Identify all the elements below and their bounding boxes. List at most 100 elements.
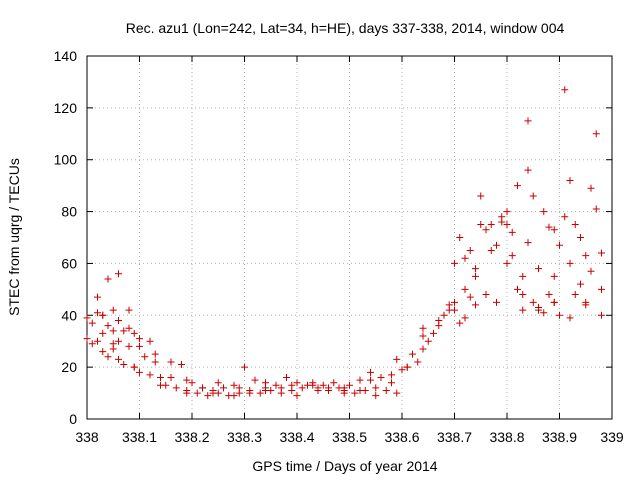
data-point	[503, 221, 511, 229]
data-point	[120, 361, 128, 369]
data-point	[419, 345, 427, 353]
data-point	[183, 376, 191, 384]
data-point	[204, 392, 212, 400]
y-tick-label: 80	[61, 204, 77, 220]
data-point	[414, 358, 422, 366]
data-point	[493, 298, 500, 306]
data-point	[172, 384, 180, 392]
data-point	[508, 228, 516, 236]
data-point	[340, 384, 348, 392]
data-point	[125, 342, 133, 350]
data-point	[325, 384, 332, 392]
data-point	[83, 335, 91, 343]
data-point	[298, 384, 306, 392]
data-point	[519, 306, 527, 314]
data-point	[461, 314, 469, 322]
data-point	[519, 291, 527, 299]
data-point	[598, 311, 605, 319]
data-point	[529, 192, 537, 200]
data-point	[99, 348, 107, 356]
data-point	[472, 272, 479, 280]
data-point	[582, 301, 590, 309]
data-point	[430, 329, 437, 337]
data-point	[193, 389, 201, 397]
data-point	[167, 358, 175, 366]
data-point	[293, 392, 301, 400]
data-point	[398, 366, 406, 374]
data-point	[451, 306, 458, 314]
data-point	[508, 252, 516, 260]
data-point	[309, 381, 317, 389]
y-tick-label: 140	[54, 48, 78, 64]
data-point	[514, 285, 521, 293]
data-point	[230, 392, 238, 400]
x-tick-label: 338.3	[227, 429, 262, 445]
data-point	[230, 381, 238, 389]
data-point	[209, 389, 217, 397]
data-point	[330, 379, 338, 387]
data-point	[104, 275, 112, 283]
x-tick-label: 338	[75, 429, 99, 445]
data-point	[550, 272, 558, 280]
data-point	[393, 355, 401, 363]
data-point	[493, 241, 500, 249]
data-point	[403, 363, 411, 371]
data-point	[256, 389, 264, 397]
data-point	[487, 221, 495, 229]
data-point	[356, 386, 364, 394]
data-point	[524, 239, 532, 247]
data-point	[550, 298, 558, 306]
data-point	[214, 379, 222, 387]
data-point	[571, 221, 579, 229]
data-point	[151, 358, 159, 366]
data-point	[125, 324, 133, 332]
axis-ticks: 338 338.1 338.2 338.3 338.4 338.5 338.6 338.7 33…	[54, 48, 624, 445]
data-point	[571, 291, 579, 299]
data-point	[283, 374, 290, 382]
data-point	[519, 272, 527, 280]
data-point	[178, 361, 185, 369]
data-point	[440, 311, 448, 319]
data-point	[104, 322, 112, 330]
data-point	[115, 316, 122, 324]
data-point	[535, 265, 542, 273]
data-point	[115, 337, 122, 345]
x-tick-label: 338.2	[174, 429, 209, 445]
data-point	[130, 329, 138, 337]
data-point	[388, 371, 395, 379]
data-point	[157, 374, 164, 382]
data-point	[598, 249, 605, 257]
data-point	[393, 389, 401, 397]
data-point	[188, 379, 196, 387]
data-point	[466, 293, 474, 301]
data-point	[503, 259, 511, 267]
data-point	[435, 316, 443, 324]
data-point	[456, 319, 464, 327]
x-tick-label: 338.8	[489, 429, 524, 445]
data-point	[561, 213, 569, 221]
data-point	[372, 384, 380, 392]
data-point	[109, 306, 117, 314]
data-point	[388, 379, 395, 387]
data-point	[99, 311, 107, 319]
chart-title: Rec. azu1 (Lon=242, Lat=34, h=HE), days …	[126, 20, 565, 36]
data-point	[109, 340, 117, 348]
data-point	[477, 192, 485, 200]
data-point	[419, 332, 427, 340]
x-tick-label: 338.1	[122, 429, 157, 445]
x-tick-label: 339	[600, 429, 624, 445]
data-point	[183, 389, 191, 397]
data-point	[288, 381, 296, 389]
data-point	[246, 389, 254, 397]
data-point	[141, 353, 149, 361]
data-point	[367, 376, 374, 384]
data-point	[598, 285, 605, 293]
data-point	[577, 234, 584, 241]
data-point	[372, 392, 380, 400]
data-point	[157, 381, 164, 389]
y-axis-label: STEC from uqrg / TECUs	[6, 158, 22, 316]
data-point	[262, 379, 269, 387]
data-point	[99, 329, 107, 337]
x-tick-label: 338.7	[437, 429, 472, 445]
x-tick-label: 338.5	[332, 429, 367, 445]
